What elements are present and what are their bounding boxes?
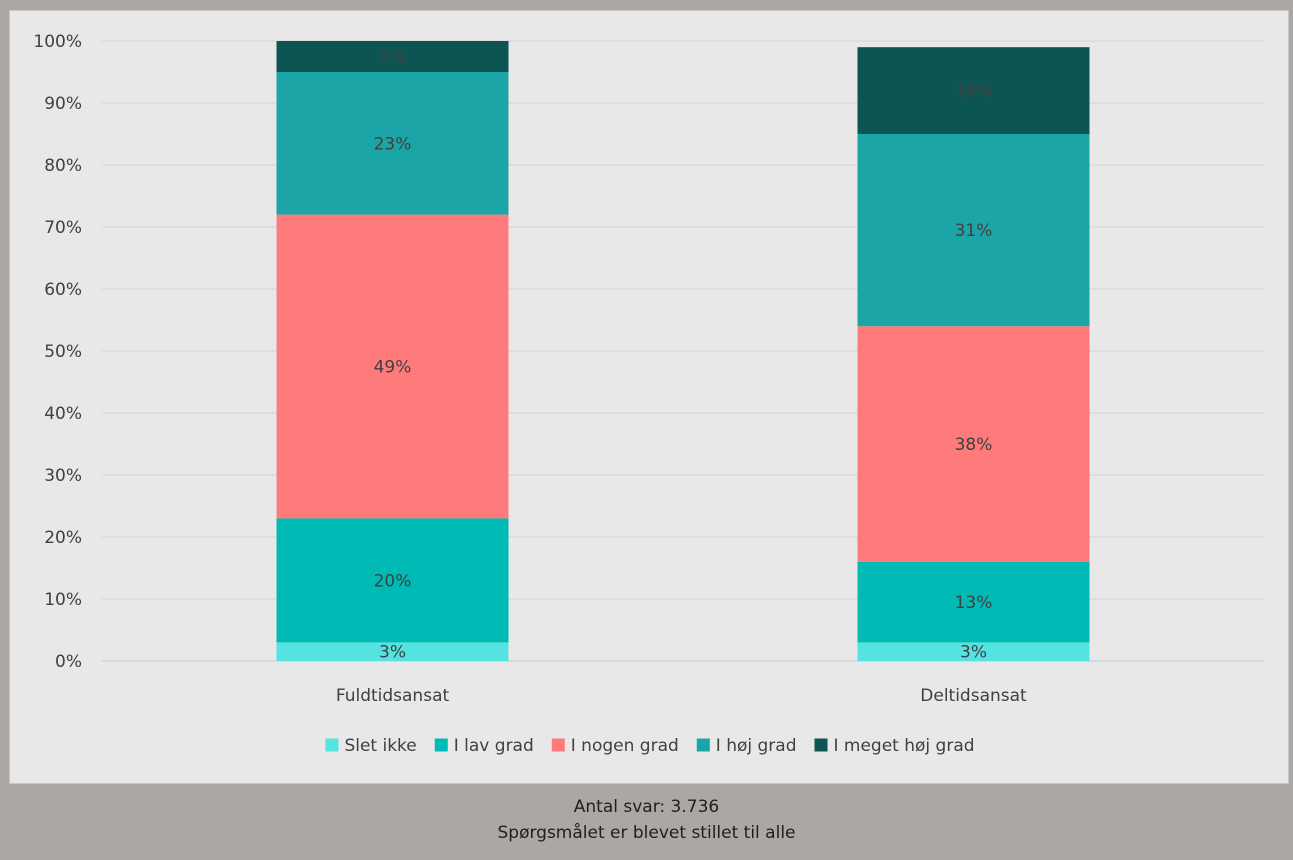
y-tick-label: 60% [44,280,82,300]
y-tick-label: 30% [44,466,82,486]
y-tick-label: 90% [44,94,82,114]
bar-segment [857,642,1090,661]
legend-label: I meget høj grad [834,736,975,756]
bar-segment [857,47,1090,135]
legend-swatch [434,738,448,752]
y-tick-label: 70% [44,218,82,238]
chart-panel: 0% 10% 20% 30% 40% 50% 60% 70% 80% 90% 100% 3% 20% 49… [9,10,1289,784]
data-label: 23% [374,134,412,154]
data-label: 14% [955,82,993,102]
data-label: 5% [379,48,406,68]
data-label: 3% [379,643,406,663]
x-tick-label: Deltidsansat [920,686,1027,706]
legend-label: I nogen grad [571,736,679,756]
y-tick-label: 10% [44,590,82,610]
legend-swatch [814,738,828,752]
chart-footer: Antal svar: 3.736 Spørgsmålet er blevet … [0,784,1293,860]
bar-segment [857,134,1090,327]
bar-segment [857,326,1090,562]
legend-label: I lav grad [454,736,534,756]
x-tick-label: Fuldtidsansat [336,686,450,706]
data-label: 38% [955,435,993,455]
legend-swatch [696,738,710,752]
data-label: 20% [374,571,412,591]
bar-segment [276,214,509,519]
data-label: 31% [955,221,993,241]
legend-label: Slet ikke [344,736,416,756]
bar-segment [857,561,1090,643]
stacked-bar-chart: 0% 10% 20% 30% 40% 50% 60% 70% 80% 90% 100% 3% 20% 49… [33,32,1264,756]
data-label: 3% [960,643,987,663]
response-count: Antal svar: 3.736 [573,797,720,817]
legend-swatch [551,738,565,752]
data-label: 13% [955,593,993,613]
bar-segment [276,72,509,215]
data-label: 49% [374,358,412,378]
y-tick-label: 80% [44,156,82,176]
bar-segment [276,642,509,661]
legend-label: I høj grad [716,736,797,756]
question-note: Spørgsmålet er blevet stillet til alle [497,823,796,843]
y-tick-label: 100% [33,32,82,52]
bar-segment [276,518,509,643]
bar-segment [276,41,509,72]
y-tick-label: 40% [44,404,82,424]
y-tick-label: 20% [44,528,82,548]
legend-swatch [325,738,339,752]
y-tick-label: 0% [55,652,82,672]
y-tick-label: 50% [44,342,82,362]
